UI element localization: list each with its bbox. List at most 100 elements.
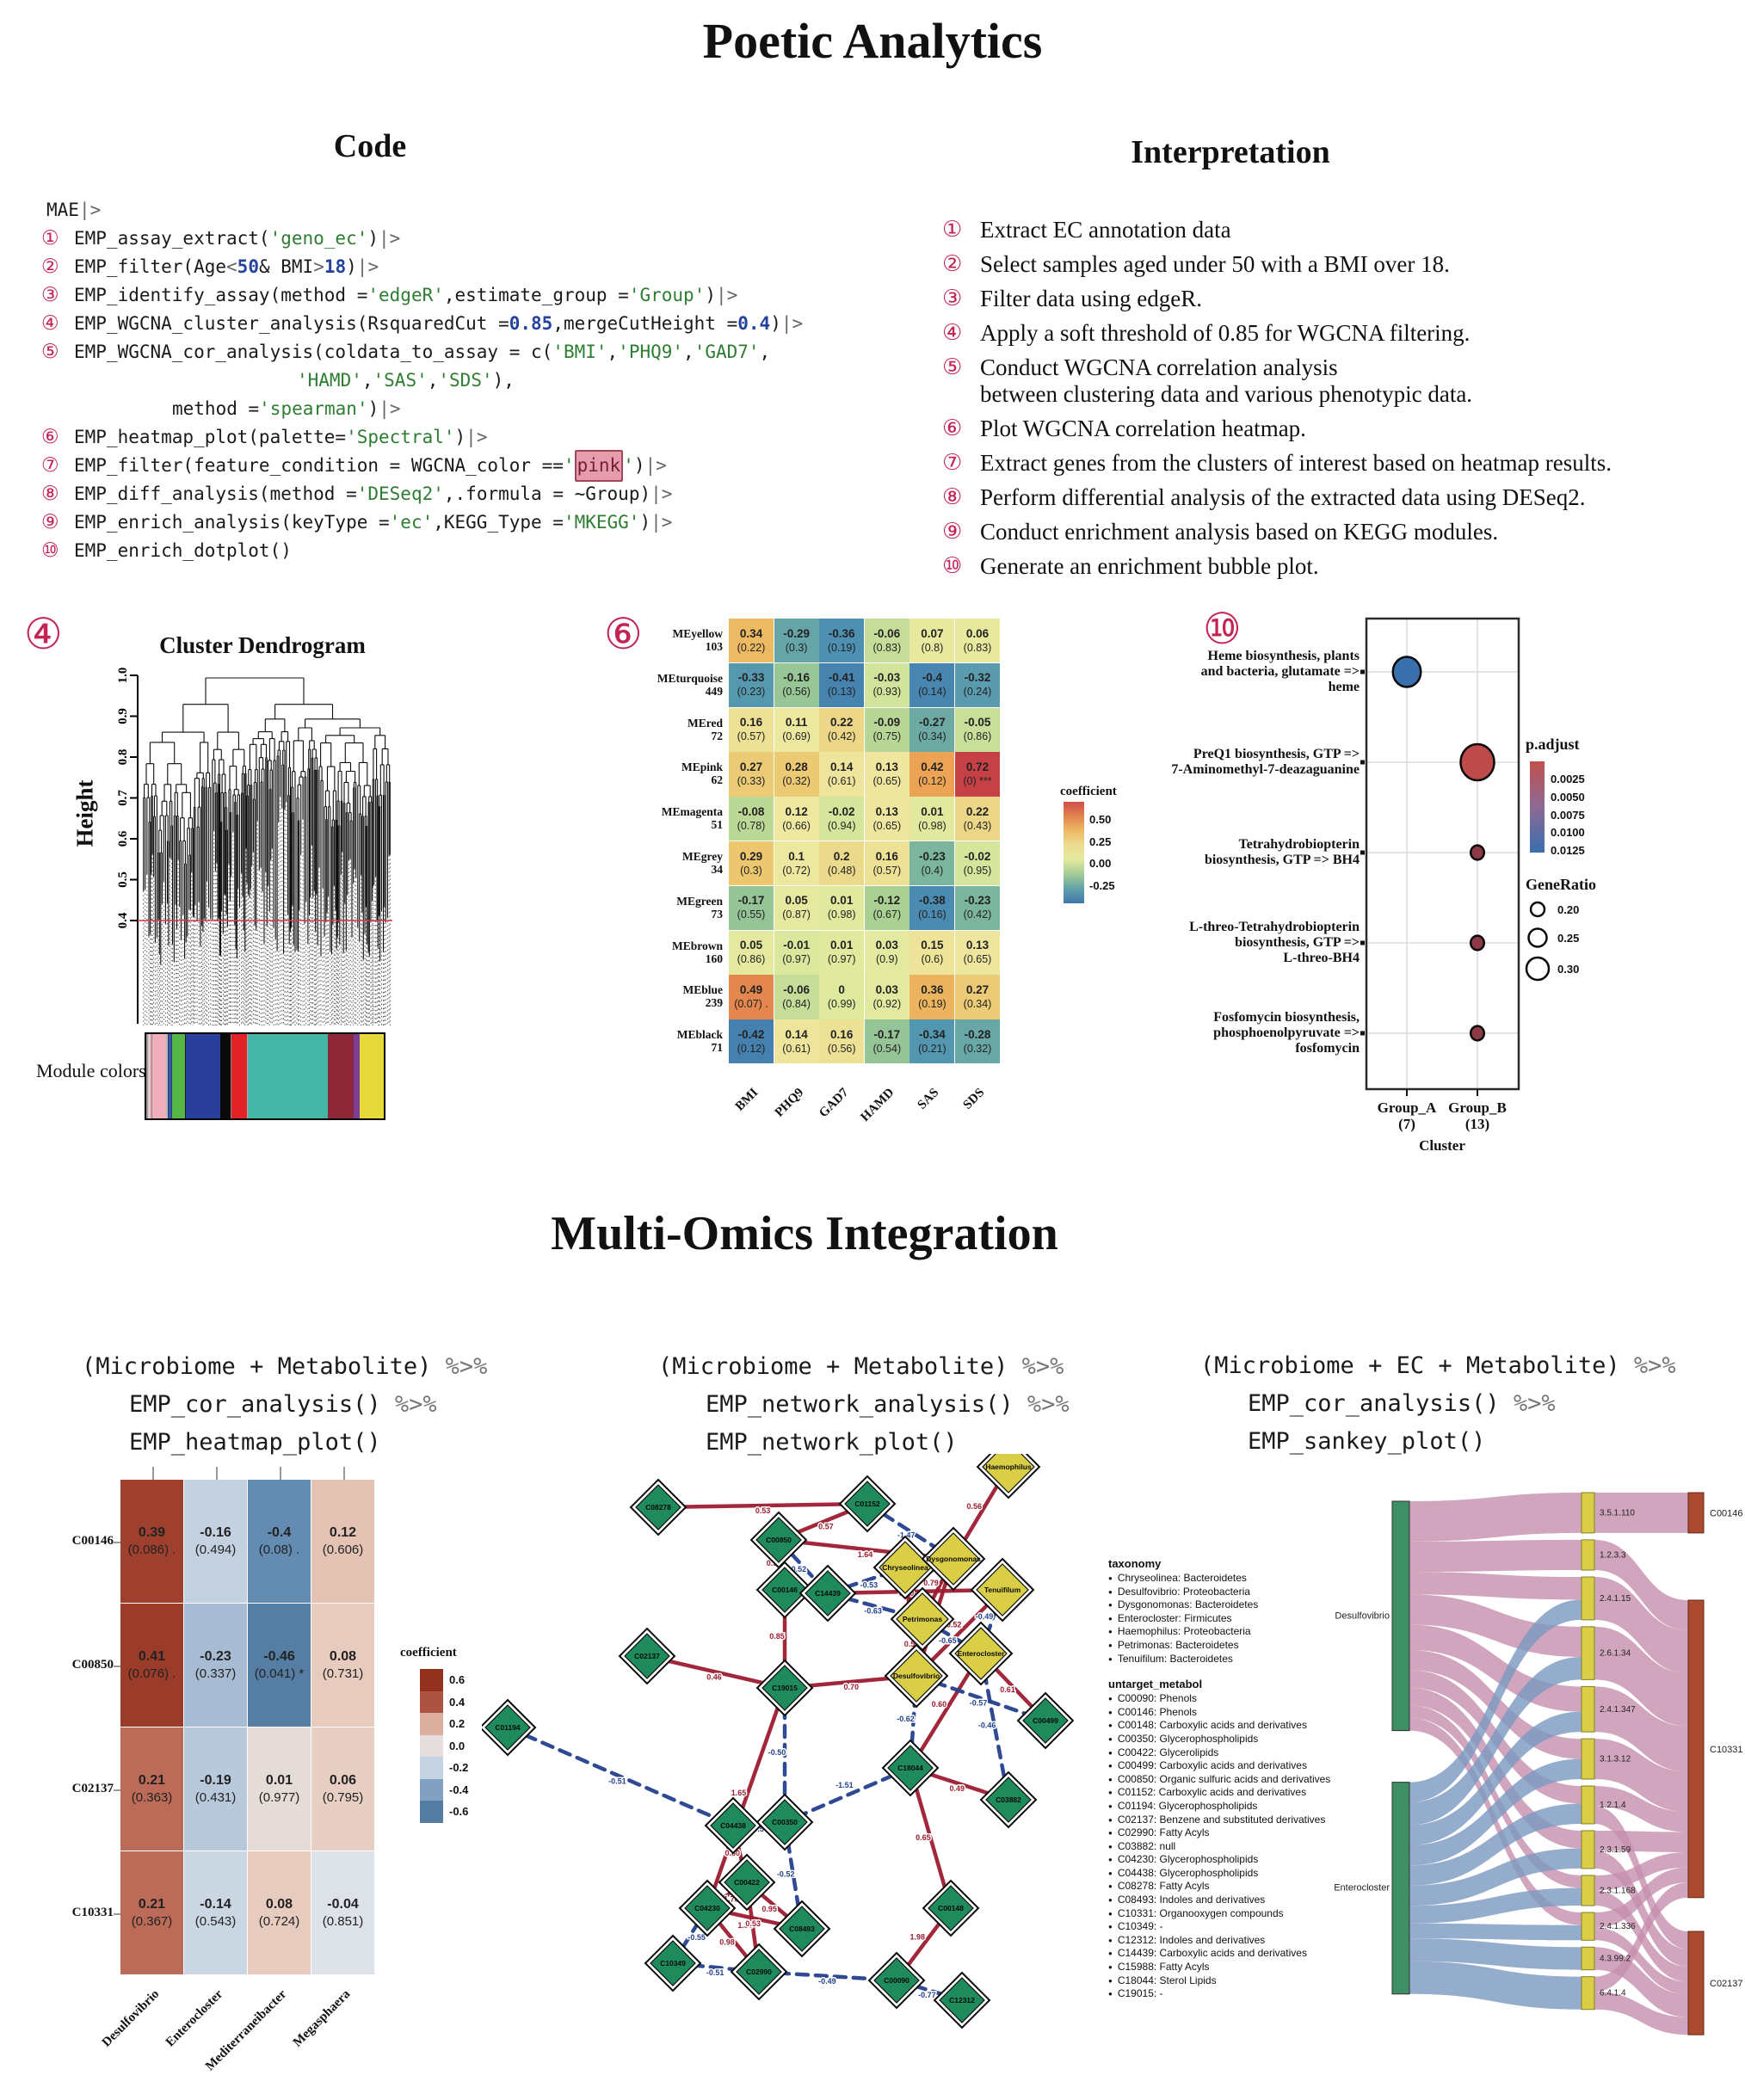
cell-value: 0.41 [138,1648,166,1664]
code-segment: ) [633,455,645,476]
metabolite-legend-item: ● C04230: Glycerophospholipids [1108,1853,1259,1866]
interpretation-text: Perform differential analysis of the ext… [980,484,1586,510]
edge-weight-label: -1.47 [897,1531,916,1540]
row-count: 62 [711,773,724,787]
heatmap-cell: 0.11 (0.69) [774,707,819,752]
interpretation-text: Select samples aged under 50 with a BMI … [980,251,1450,277]
node-label-C12312: C12312 [949,1996,975,2005]
legend-block [420,1690,443,1713]
code-segment: ) [367,228,379,249]
cell-pvalue: (0.54) [872,1042,902,1055]
heatmap-cell: 0.03 (0.92) [864,975,909,1019]
code-segment: 'HAMD' [297,370,362,391]
code-segment: |> [716,285,738,305]
y-tick-label: 0.7 [116,790,130,806]
metabolite-legend-item: ● C02137: Benzene and substituted derivat… [1108,1813,1326,1826]
edge-weight-label: -0.57 [970,1699,988,1708]
code-segment: |> [644,455,667,476]
module-color-segment [147,1034,149,1118]
code-step-number: ② [41,256,59,278]
edge-weight-label: -0.77 [918,1991,936,1999]
cell-pvalue: (0.494) [194,1542,237,1557]
cell-value: 0.13 [875,804,898,818]
legend-block [420,1734,443,1757]
cell-value: 0.2 [833,849,850,863]
heatmap-cell: 0.12 (0.66) [774,797,819,841]
sankey-flow [1594,1739,1688,1813]
taxonomy-legend-item: ● Haemophilus: Proteobacteria [1108,1625,1251,1638]
legend-bullet-icon: ● [1108,1923,1113,1931]
code-segment: , [759,342,771,362]
node-label-C02137: C02137 [634,1652,660,1660]
cell-pvalue: (0.69) [782,730,811,743]
sankey-label-Enterocloster: Enterocloster [1334,1883,1390,1894]
heatmap-col-label: Megasphaera [290,1987,354,2050]
heatmap-cell: -0.36 (0.19) [819,619,865,663]
interpretation-text: Conduct WGCNA correlation analysis betwe… [980,354,1473,407]
node-label-C00090: C00090 [884,1976,909,1985]
padjust-tick: 0.0075 [1551,808,1585,822]
heatmap-row-label: MEred 72 [620,717,723,742]
code-line: ⑤ EMP_WGCNA_cor_analysis(coldata_to_assay… [41,338,803,366]
network-panel: 0.530.571.640.98-0.52-1.47-0.530.75-0.63… [482,1338,1342,2100]
legend-bullet-icon: ● [1108,1936,1113,1944]
heatmap-cell: 0.2 (0.48) [819,841,865,886]
module-color-segment [231,1034,247,1118]
cell-value: 0.39 [138,1524,166,1540]
cell-value: 0.27 [965,982,990,996]
interpretation-text: Plot WGCNA correlation heatmap. [980,416,1306,441]
interpretation-number: ⑩ [942,553,963,579]
heatmap-cell: 0.16 (0.57) [864,841,909,886]
cell-value: 0.01 [265,1772,293,1788]
padjust-tick: 0.0025 [1551,773,1585,785]
code-segment: ) [367,398,379,419]
code-segment: ,.formula = ~Group) [443,483,651,504]
node-label-Haemophilus: Haemophilus [985,1463,1032,1471]
code-segment: |> [780,313,804,334]
interpretation-item: ⑨ Conduct enrichment analysis based on KE… [942,519,1699,545]
module-color-segment [328,1034,355,1118]
cell-pvalue: (0.32) [782,774,811,787]
pathway-label: L-threo-Tetrahydrobiopterin biosynthesis… [1189,920,1360,965]
node-label-C00499: C00499 [1033,1716,1058,1725]
node-C04230 [684,1885,731,1931]
sankey-label-4.3.99.2: 4.3.99.2 [1600,1954,1631,1963]
edge-weight-label: 0.95 [762,1905,777,1913]
code-segment: 'spearman' [259,398,368,419]
legend-bullet-icon: ● [1108,1842,1113,1851]
heatmap-cell: -0.28 (0.32) [955,1019,1000,1064]
dot-Group_B [1469,844,1486,861]
node-C00422 [724,1859,770,1906]
cell-pvalue: (0.97) [782,953,811,966]
metabolite-legend-item: ● C18044: Sterol Lipids [1108,1974,1217,1986]
sankey-node-3.1.3.12 [1581,1738,1595,1780]
node-C02137 [624,1633,670,1679]
heatmap-cell: -0.19 (0.431) [184,1727,247,1851]
cell-value: 0.14 [830,760,854,773]
code-segment: 0.85 [509,313,553,334]
code-segment: 'DESeq2' [356,483,444,504]
heatmap-cell: -0.17 (0.54) [864,1019,909,1064]
legend-bullet-icon: ● [1108,1829,1113,1838]
sankey-flow [1594,1867,1688,1928]
cell-pvalue: (0.4) [921,864,944,877]
cell-pvalue: (0.65) [872,774,902,787]
heatmap-cell: 0.15 (0.6) [909,930,955,975]
heatmap-cell: -0.33 (0.23) [729,662,774,707]
sankey-label-C00146: C00146 [1710,1508,1743,1518]
code-line: ③ EMP_identify_assay(method = 'edgeR' ,est… [41,281,803,310]
heatmap-cell: -0.29 (0.3) [774,619,819,663]
metabolite-legend-item: ● C10349: - [1108,1920,1163,1933]
node-label-C00350: C00350 [772,1818,798,1826]
legend-bullet-icon: ● [1108,1869,1113,1877]
cell-value: -0.06 [873,626,901,640]
node-label-C03882: C03882 [996,1795,1021,1804]
cell-pvalue: (0.99) [827,997,856,1010]
cell-pvalue: (0.6) [921,953,944,966]
code-segment: EMP_filter(Age [74,256,227,277]
heatmap-cell: 0.27 (0.33) [729,752,774,797]
dendrogram-dotted-leaves [143,796,391,1025]
heatmap-cell: 0.28 (0.32) [774,752,819,797]
heatmap-cell: 0.16 (0.57) [729,707,774,752]
